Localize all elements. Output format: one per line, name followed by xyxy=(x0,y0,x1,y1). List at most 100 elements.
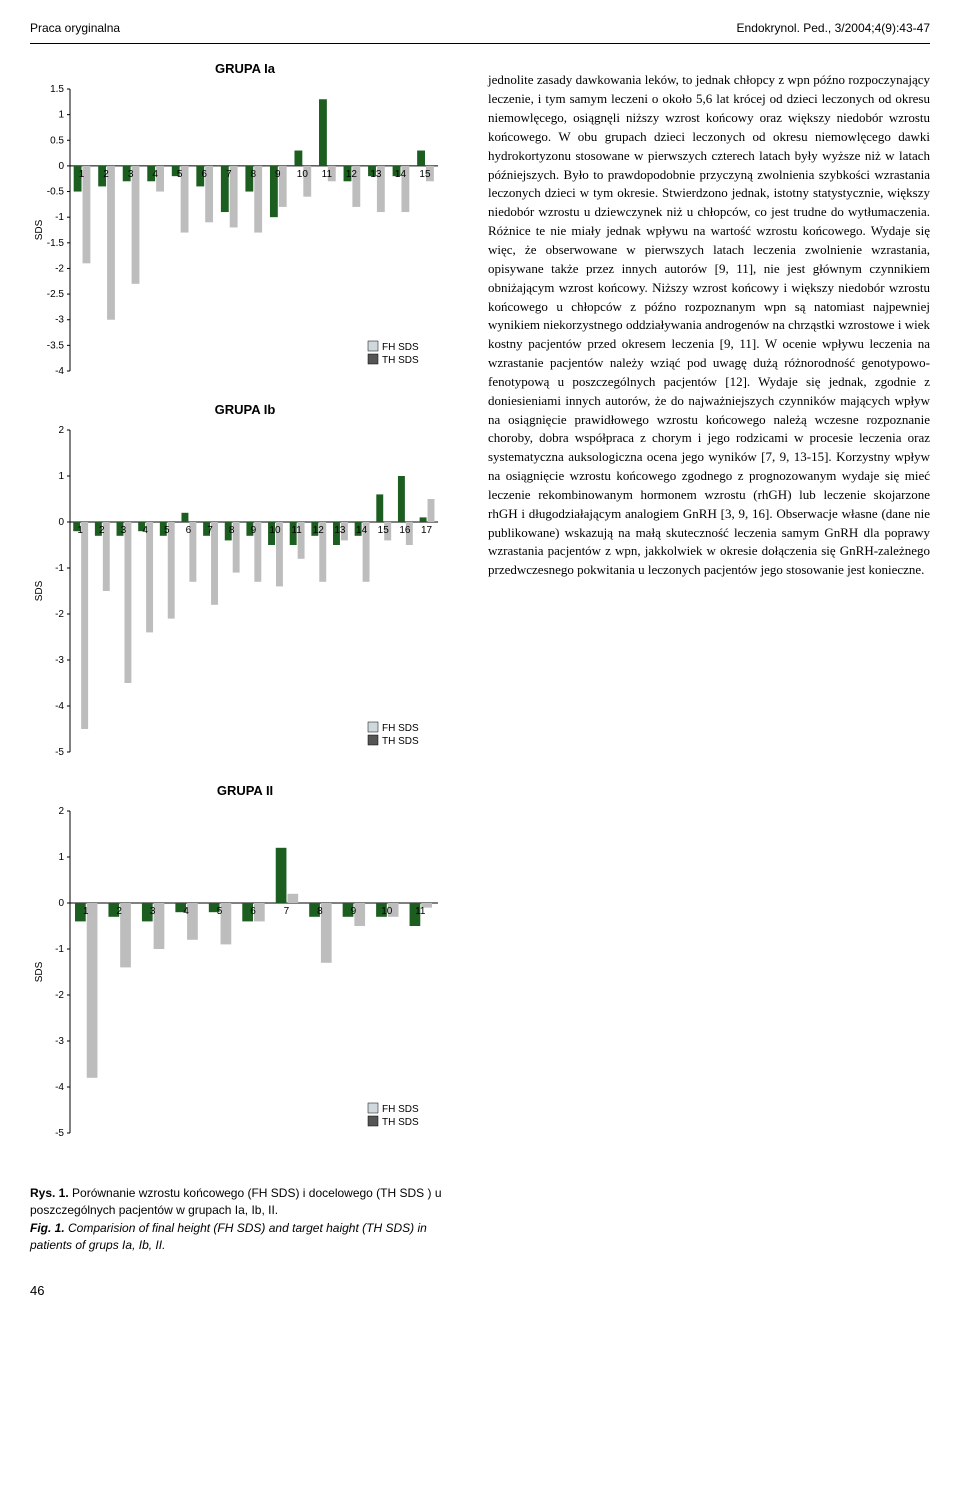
legend-swatch xyxy=(368,1116,378,1126)
x-tick-label: 5 xyxy=(217,906,223,917)
page: Praca oryginalna Endokrynol. Ped., 3/200… xyxy=(0,0,960,1331)
bar xyxy=(417,151,425,166)
y-tick-label: -1 xyxy=(55,212,64,223)
y-tick-label: -2.5 xyxy=(47,289,65,300)
x-tick-label: 7 xyxy=(207,525,213,536)
y-tick-label: 1 xyxy=(58,471,64,482)
bar xyxy=(420,517,427,522)
chart-box: GRUPA II-5-4-3-2-1012SDS1234567891011FH … xyxy=(30,780,460,1161)
chart-bg xyxy=(30,424,450,774)
header-right: Endokrynol. Ped., 3/2004;4(9):43-47 xyxy=(737,20,930,37)
legend-swatch xyxy=(368,354,378,364)
legend-label: TH SDS xyxy=(382,736,419,747)
chart-title: GRUPA Ia xyxy=(30,60,460,79)
x-tick-label: 3 xyxy=(128,169,134,180)
y-tick-label: 2 xyxy=(58,806,64,817)
x-tick-label: 11 xyxy=(415,906,426,917)
y-tick-label: -0.5 xyxy=(47,187,65,198)
x-tick-label: 12 xyxy=(313,525,325,536)
chart-box: GRUPA Ib-5-4-3-2-1012SDS1234567891011121… xyxy=(30,399,460,780)
legend-label: FH SDS xyxy=(382,1104,419,1115)
x-tick-label: 6 xyxy=(201,169,207,180)
x-tick-label: 8 xyxy=(250,169,256,180)
legend-label: FH SDS xyxy=(382,342,419,353)
x-tick-label: 5 xyxy=(177,169,183,180)
legend-swatch xyxy=(368,735,378,745)
chart-svg: -4-3.5-3-2.5-2-1.5-1-0.500.511.5SDS12345… xyxy=(30,83,450,393)
x-tick-label: 3 xyxy=(121,525,127,536)
y-tick-label: 1.5 xyxy=(50,84,64,95)
chart-svg: -5-4-3-2-1012SDS1234567891011FH SDSTH SD… xyxy=(30,805,450,1155)
bar xyxy=(428,499,435,522)
x-tick-label: 9 xyxy=(251,525,257,536)
bar xyxy=(146,522,153,632)
bar xyxy=(107,166,115,320)
x-tick-label: 7 xyxy=(284,906,290,917)
y-tick-label: 0 xyxy=(58,161,64,172)
x-tick-label: 6 xyxy=(250,906,256,917)
legend-swatch xyxy=(368,341,378,351)
bar xyxy=(181,513,188,522)
bar xyxy=(294,151,302,166)
body-paragraph: jednolite zasady dawkowania leków, to je… xyxy=(488,71,930,580)
bar xyxy=(319,99,327,166)
x-tick-label: 13 xyxy=(370,169,382,180)
bar xyxy=(124,522,131,683)
y-tick-label: -3 xyxy=(55,315,64,326)
bar xyxy=(81,522,88,729)
x-tick-label: 15 xyxy=(419,169,431,180)
x-tick-label: 13 xyxy=(334,525,346,536)
x-tick-label: 10 xyxy=(269,525,281,536)
header-left: Praca oryginalna xyxy=(30,20,120,37)
y-axis-label: SDS xyxy=(34,961,45,982)
y-tick-label: -2 xyxy=(55,264,64,275)
x-tick-label: 11 xyxy=(322,169,333,180)
x-tick-label: 4 xyxy=(142,525,148,536)
y-axis-label: SDS xyxy=(34,580,45,601)
bar xyxy=(168,522,175,619)
x-tick-label: 11 xyxy=(291,525,302,536)
legend-swatch xyxy=(368,722,378,732)
y-tick-label: -4 xyxy=(55,1082,64,1093)
chart-box: GRUPA Ia -4 -3.5 -3 -2.5 -2 -1.5 -1 -0.5 0 0.5 1 1.5… xyxy=(30,58,460,399)
x-tick-label: 6 xyxy=(186,525,192,536)
two-column-layout: GRUPA Ia -4 -3.5 -3 -2.5 -2 -1.5 -1 -0.5 0 0.5 1 1.5… xyxy=(30,58,930,1254)
x-tick-label: 12 xyxy=(346,169,358,180)
legend-label: TH SDS xyxy=(382,1117,419,1128)
x-tick-label: 1 xyxy=(83,906,89,917)
caption-rys-text: Porównanie wzrostu końcowego (FH SDS) i … xyxy=(30,1186,442,1217)
x-tick-label: 16 xyxy=(399,525,411,536)
bar xyxy=(132,166,140,284)
y-tick-label: -1 xyxy=(55,563,64,574)
y-tick-label: 0 xyxy=(58,517,64,528)
y-tick-label: -4 xyxy=(55,366,64,377)
y-tick-label: 0.5 xyxy=(50,136,64,147)
bar xyxy=(398,476,405,522)
x-tick-label: 3 xyxy=(150,906,156,917)
y-tick-label: -2 xyxy=(55,990,64,1001)
caption-fig-text: Comparision of final height (FH SDS) and… xyxy=(30,1221,427,1252)
y-tick-label: -3 xyxy=(55,655,64,666)
legend-label: FH SDS xyxy=(382,723,419,734)
x-tick-label: 10 xyxy=(381,906,393,917)
y-tick-label: -4 xyxy=(55,701,64,712)
x-tick-label: 4 xyxy=(152,169,158,180)
bar xyxy=(276,848,287,903)
column-right: jednolite zasady dawkowania leków, to je… xyxy=(488,58,930,1254)
legend-swatch xyxy=(368,1103,378,1113)
y-tick-label: 2 xyxy=(58,425,64,436)
x-tick-label: 2 xyxy=(116,906,122,917)
y-tick-label: 1 xyxy=(58,110,64,121)
y-tick-label: -3.5 xyxy=(47,341,65,352)
page-number: 46 xyxy=(30,1282,930,1301)
chart-svg: -5-4-3-2-1012SDS123456789101112131415161… xyxy=(30,424,450,774)
x-tick-label: 8 xyxy=(317,906,323,917)
charts-container: GRUPA Ia -4 -3.5 -3 -2.5 -2 -1.5 -1 -0.5 0 0.5 1 1.5… xyxy=(30,58,460,1161)
chart-title: GRUPA II xyxy=(30,782,460,801)
x-tick-label: 17 xyxy=(421,525,433,536)
x-tick-label: 8 xyxy=(229,525,235,536)
y-tick-label: -1.5 xyxy=(47,238,65,249)
y-tick-label: -5 xyxy=(55,1128,64,1139)
x-tick-label: 5 xyxy=(164,525,170,536)
figure-caption: Rys. 1. Porównanie wzrostu końcowego (FH… xyxy=(30,1185,460,1255)
